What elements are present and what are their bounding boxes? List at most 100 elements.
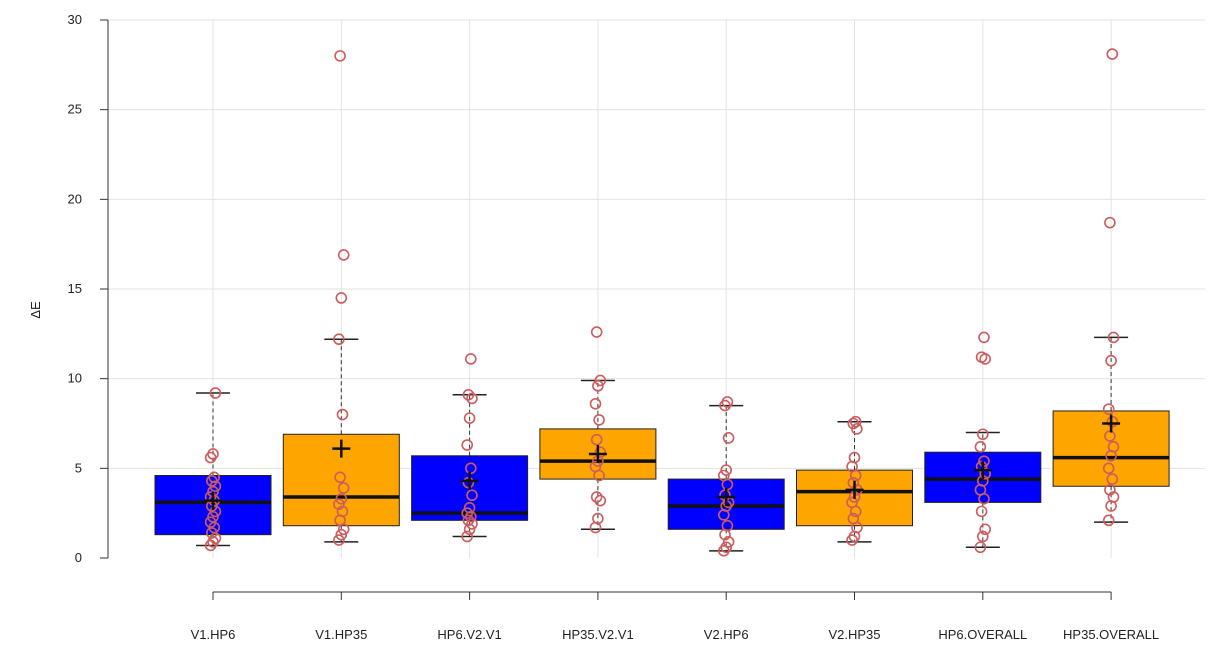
data-point bbox=[462, 389, 475, 401]
data-point bbox=[463, 412, 476, 424]
data-point bbox=[208, 471, 220, 484]
data-point bbox=[204, 491, 217, 503]
data-point bbox=[1107, 441, 1120, 453]
data-point bbox=[334, 50, 346, 62]
y-tick-label: 0 bbox=[75, 550, 82, 565]
data-point bbox=[589, 397, 602, 410]
data-point bbox=[722, 536, 735, 548]
y-tick-label: 5 bbox=[75, 460, 82, 475]
box-v2-hp35 bbox=[796, 415, 913, 546]
data-point bbox=[979, 467, 992, 480]
data-point bbox=[335, 493, 348, 505]
data-point bbox=[333, 534, 345, 546]
data-point bbox=[206, 527, 218, 539]
data-point bbox=[463, 523, 476, 536]
x-tick-label: HP6.OVERALL bbox=[938, 627, 1027, 642]
y-tick-label: 30 bbox=[68, 12, 82, 27]
data-point bbox=[592, 380, 604, 392]
data-point bbox=[975, 505, 988, 518]
y-tick-label: 10 bbox=[68, 371, 82, 386]
data-point bbox=[334, 471, 346, 484]
data-point bbox=[721, 396, 734, 408]
data-point bbox=[975, 351, 988, 363]
data-point bbox=[337, 249, 350, 261]
data-point bbox=[463, 501, 476, 514]
data-point bbox=[204, 516, 217, 528]
data-point bbox=[976, 530, 989, 543]
box-hp6-v2-v1 bbox=[411, 353, 529, 543]
data-point bbox=[976, 428, 989, 441]
data-point bbox=[848, 451, 861, 464]
data-point bbox=[594, 494, 607, 507]
data-point bbox=[1105, 354, 1117, 367]
data-point bbox=[335, 528, 348, 541]
data-point bbox=[847, 512, 860, 525]
data-point bbox=[978, 331, 990, 344]
data-point bbox=[337, 482, 350, 494]
data-point bbox=[979, 523, 992, 536]
box-v1-hp6 bbox=[154, 387, 272, 552]
data-point bbox=[1107, 331, 1120, 344]
data-point bbox=[594, 374, 607, 387]
data-point bbox=[974, 441, 987, 453]
data-point bbox=[464, 510, 477, 523]
data-point bbox=[336, 408, 349, 421]
data-point bbox=[1107, 491, 1120, 503]
data-point bbox=[717, 469, 730, 482]
data-point bbox=[590, 433, 603, 446]
data-point bbox=[590, 326, 603, 338]
box-v2-hp6 bbox=[667, 396, 785, 557]
data-point bbox=[209, 387, 222, 399]
y-axis: 0 5 10 15 20 25 30 bbox=[68, 12, 109, 565]
data-point bbox=[593, 414, 605, 426]
data-point bbox=[464, 353, 477, 365]
data-point bbox=[333, 498, 345, 511]
data-point bbox=[720, 541, 733, 554]
box-hp35-overall bbox=[1052, 48, 1170, 527]
box-series bbox=[154, 48, 1170, 557]
x-tick-label: V1.HP6 bbox=[191, 627, 236, 642]
box-hp35-v2-v1 bbox=[539, 326, 657, 534]
data-point bbox=[1106, 48, 1119, 60]
data-point bbox=[336, 505, 349, 518]
y-axis-title: ΔE bbox=[28, 301, 43, 319]
y-tick-label: 25 bbox=[68, 102, 82, 117]
data-point bbox=[590, 491, 603, 503]
data-point bbox=[461, 530, 474, 543]
data-point bbox=[333, 333, 345, 346]
x-axis: V1.HP6 V1.HP35 HP6.V2.V1 HP35.V2.V1 V2.HP6 V2… bbox=[191, 591, 1159, 642]
data-point bbox=[849, 415, 862, 428]
data-point bbox=[1104, 484, 1116, 496]
data-point bbox=[722, 432, 735, 444]
x-tick-label: HP35.OVERALL bbox=[1063, 627, 1159, 642]
data-point bbox=[1102, 403, 1115, 415]
data-point bbox=[1102, 514, 1115, 527]
box-v1-hp35 bbox=[282, 50, 400, 546]
data-point bbox=[335, 292, 348, 304]
data-point bbox=[720, 464, 733, 476]
data-point bbox=[1102, 462, 1115, 475]
data-point bbox=[466, 489, 478, 502]
data-point bbox=[1104, 216, 1116, 229]
box-hp6-overall bbox=[924, 331, 1042, 554]
data-point bbox=[461, 439, 474, 451]
data-point bbox=[207, 510, 219, 523]
data-point bbox=[207, 448, 219, 460]
x-tick-label: HP6.V2.V1 bbox=[437, 627, 501, 642]
data-point bbox=[974, 541, 987, 554]
data-point bbox=[847, 417, 860, 430]
data-point bbox=[466, 392, 478, 405]
data-point bbox=[461, 507, 474, 519]
x-tick-label: V1.HP35 bbox=[315, 627, 367, 642]
data-point bbox=[1106, 473, 1119, 485]
data-point bbox=[721, 519, 734, 532]
x-tick-label: V2.HP35 bbox=[828, 627, 880, 642]
data-point bbox=[594, 446, 607, 458]
x-tick-label: HP35.V2.V1 bbox=[562, 627, 634, 642]
y-tick-label: 20 bbox=[68, 191, 82, 206]
data-point bbox=[589, 460, 602, 473]
y-tick-label: 15 bbox=[68, 281, 82, 296]
data-point bbox=[466, 518, 478, 530]
